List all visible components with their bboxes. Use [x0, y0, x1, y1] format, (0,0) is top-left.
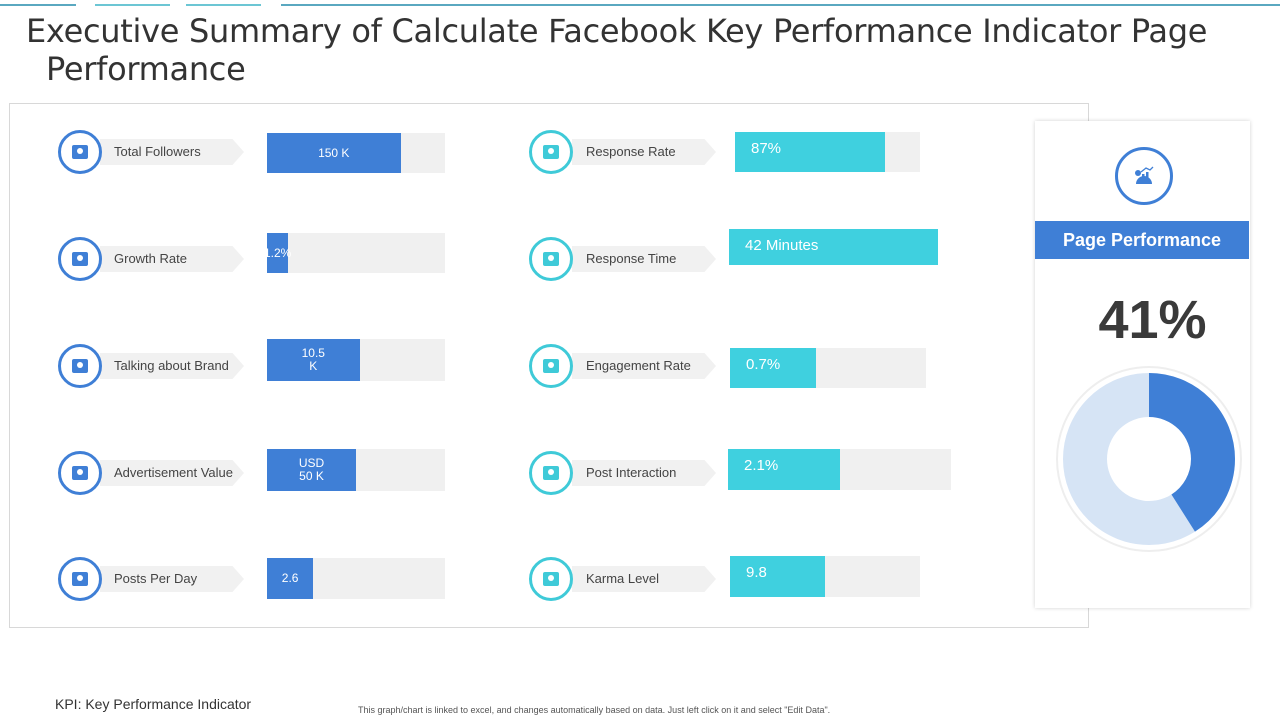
page-title: Executive Summary of Calculate Facebook … — [26, 12, 1246, 88]
decor-line — [95, 4, 170, 6]
metric-bar-value: 1.2% — [264, 233, 291, 273]
metric-bar-value: 2.1% — [728, 449, 840, 490]
metric-bar-value: 42 Minutes — [729, 229, 938, 265]
metric-bar-track: 2.1% — [728, 449, 951, 490]
response-rate-icon — [529, 130, 573, 174]
calendar-posts-icon — [58, 557, 102, 601]
metric-bar-value: 2.6 — [267, 558, 314, 599]
metric-label: Total Followers — [100, 139, 244, 165]
metric-bar-track: 9.8 — [730, 556, 920, 597]
engagement-user-icon — [529, 344, 573, 388]
decor-line — [186, 4, 261, 6]
metric-label: Karma Level — [572, 566, 716, 592]
growth-chart-icon — [58, 237, 102, 281]
metric-bar-track: 0.7% — [730, 348, 926, 388]
performance-growth-icon — [1115, 147, 1173, 205]
metric-label: Growth Rate — [100, 246, 244, 272]
interaction-icon — [529, 451, 573, 495]
metric-label: Response Rate — [572, 139, 716, 165]
panel-title: Page Performance — [1035, 221, 1249, 259]
metric-bar-track: 1.2% — [264, 233, 445, 273]
metric-bar-value: 10.5 K — [267, 339, 360, 381]
kpi-footnote: KPI: Key Performance Indicator — [55, 696, 252, 712]
decor-line — [0, 4, 76, 6]
people-chat-icon — [58, 344, 102, 388]
metric-bar-value: 9.8 — [730, 556, 825, 597]
metric-label: Response Time — [572, 246, 716, 272]
metric-label: Engagement Rate — [572, 353, 716, 379]
metric-label: Post Interaction — [572, 460, 716, 486]
metric-bar-value: 150 K — [267, 133, 401, 173]
metric-bar-track: 87% — [735, 132, 920, 172]
metric-label: Talking about Brand — [100, 353, 244, 379]
metric-label: Advertisement Value — [100, 460, 244, 486]
metric-bar-track: 10.5 K — [267, 339, 445, 381]
metric-bar-track: 150 K — [267, 133, 445, 173]
metric-bar-value: USD 50 K — [267, 449, 356, 491]
clock-icon — [529, 237, 573, 281]
title-line-2: Performance — [46, 50, 246, 88]
metric-bar-track: 2.6 — [267, 558, 445, 599]
metric-bar-track: 42 Minutes — [729, 229, 938, 265]
metric-bar-value: 0.7% — [730, 348, 817, 388]
metric-bar-value: 87% — [735, 132, 885, 172]
performance-percent: 41% — [1098, 290, 1207, 350]
data-link-note: This graph/chart is linked to excel, and… — [358, 705, 831, 715]
performance-donut — [1056, 366, 1242, 552]
metric-label: Posts Per Day — [100, 566, 244, 592]
followers-icon — [58, 130, 102, 174]
title-line-1: Executive Summary of Calculate Facebook … — [26, 12, 1208, 50]
karma-icon — [529, 557, 573, 601]
decor-line — [281, 4, 1280, 6]
advertisement-icon — [58, 451, 102, 495]
donut-value — [1063, 373, 1235, 545]
metric-bar-track: USD 50 K — [267, 449, 445, 491]
page-performance-panel: Page Performance 41% — [1035, 121, 1250, 608]
